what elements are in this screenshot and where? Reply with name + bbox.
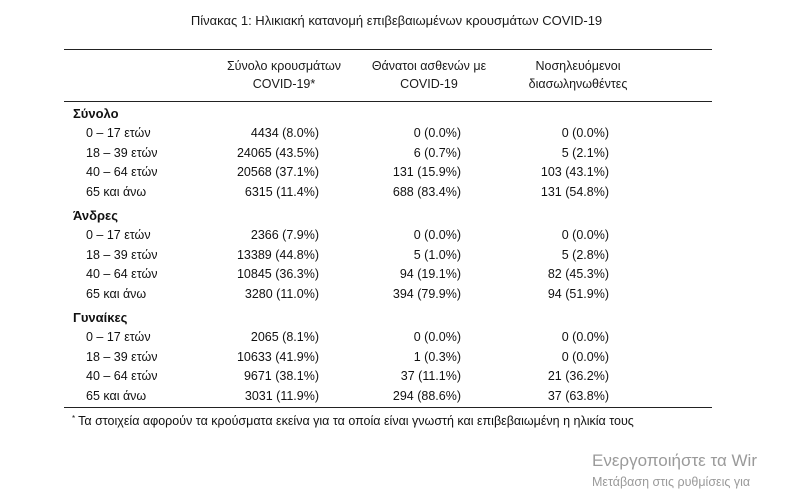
intubated-cell: 103 (43.1%) [540,165,609,179]
total-cases-cell: 9671 (38.1%) [243,369,319,383]
age-label: 18 – 39 ετών [86,145,158,160]
total-cases-cell: 10845 (36.3%) [236,267,319,281]
table-row: 0 – 17 ετών 2366 (7.9%) 0 (0.0%) 0 (0.0%… [64,226,712,246]
intubated-cell: 5 (2.8%) [561,247,609,262]
column-header-total-cases-line2: COVID-19* [252,77,316,91]
table-row: 65 και άνω 3031 (11.9%) 294 (88.6%) 37 (… [64,387,712,407]
age-label: 18 – 39 ετών [86,349,158,364]
deaths-cell: 5 (1.0%) [413,247,461,262]
column-header-deaths-line2: COVID-19 [400,77,458,91]
table-row: 40 – 64 ετών 9671 (38.1%) 37 (11.1%) 21 … [64,367,712,387]
intubated-cell: 5 (2.1%) [561,145,609,160]
deaths-cell: 688 (83.4%) [392,184,461,199]
table-row: 18 – 39 ετών 10633 (41.9%) 1 (0.3%) 0 (0… [64,348,712,368]
table-row: 65 και άνω 3280 (11.0%) 394 (79.9%) 94 (… [64,285,712,305]
column-header-deaths: Θάνατοι ασθενών με COVID-19 [361,57,497,93]
total-cases-cell: 6315 (11.4%) [244,184,319,199]
group-women: Γυναίκες 0 – 17 ετών 2065 (8.1%) 0 (0.0%… [64,308,712,406]
table-row: 40 – 64 ετών 10845 (36.3%) 94 (19.1%) 82… [64,265,712,285]
age-label: 40 – 64 ετών [86,267,158,281]
deaths-cell: 131 (15.9%) [392,165,461,179]
age-label: 18 – 39 ετών [86,247,158,262]
total-cases-cell: 3031 (11.9%) [244,388,319,403]
total-cases-cell: 10633 (41.9%) [236,349,319,364]
column-header-intubated-line2: διασωληνωθέντες [528,77,628,91]
table-bottom-rule [64,407,712,408]
intubated-cell: 0 (0.0%) [561,330,609,344]
activation-watermark: Ενεργοποιήστε τα Wir Μετάβαση στις ρυθμί… [592,450,793,491]
watermark-subtitle: Μετάβαση στις ρυθμίσεις για [592,475,751,489]
total-cases-cell: 3280 (11.0%) [244,286,319,301]
age-label: 40 – 64 ετών [86,369,158,383]
deaths-cell: 37 (11.1%) [400,369,461,383]
intubated-cell: 0 (0.0%) [561,228,609,242]
intubated-cell: 0 (0.0%) [561,349,609,364]
total-cases-cell: 13389 (44.8%) [236,247,319,262]
footnote-text: Τα στοιχεία αφορούν τα κρούσματα εκείνα … [78,414,634,428]
table-row: 0 – 17 ετών 4434 (8.0%) 0 (0.0%) 0 (0.0%… [64,124,712,144]
intubated-cell: 37 (63.8%) [547,388,609,403]
column-header-total-cases-line1: Σύνολο κρουσμάτων [226,59,342,73]
age-label: 65 και άνω [86,286,147,301]
deaths-cell: 1 (0.3%) [413,349,461,364]
deaths-cell: 0 (0.0%) [413,126,461,140]
deaths-cell: 94 (19.1%) [399,267,461,281]
age-label: 0 – 17 ετών [86,330,151,344]
group-total: Σύνολο 0 – 17 ετών 4434 (8.0%) 0 (0.0%) … [64,104,712,202]
column-header-total-cases: Σύνολο κρουσμάτων COVID-19* [205,57,363,93]
total-cases-cell: 2366 (7.9%) [250,228,319,242]
total-cases-cell: 2065 (8.1%) [250,330,319,344]
total-cases-cell: 20568 (37.1%) [236,165,319,179]
age-label: 0 – 17 ετών [86,126,151,140]
age-label: 40 – 64 ετών [86,165,158,179]
intubated-cell: 94 (51.9%) [547,286,609,301]
table-header-rule [64,101,712,102]
group-title: Άνδρες [73,208,118,223]
column-header-deaths-line1: Θάνατοι ασθενών με [371,59,487,73]
age-label: 65 και άνω [86,388,147,403]
column-header-intubated-line1: Νοσηλευόμενοι [535,59,621,73]
total-cases-cell: 24065 (43.5%) [236,145,319,160]
total-cases-cell: 4434 (8.0%) [250,126,319,140]
age-label: 65 και άνω [86,184,147,199]
footnote-marker: * [72,414,76,423]
table-row: 0 – 17 ετών 2065 (8.1%) 0 (0.0%) 0 (0.0%… [64,328,712,348]
table-body: Σύνολο 0 – 17 ετών 4434 (8.0%) 0 (0.0%) … [64,104,712,406]
table-footnote: * Τα στοιχεία αφορούν τα κρούσματα εκείνα… [72,414,634,428]
table-caption: Πίνακας 1: Ηλικιακή κατανομή επιβεβαιωμέ… [190,13,603,28]
table-row: 18 – 39 ετών 13389 (44.8%) 5 (1.0%) 5 (2… [64,246,712,266]
table-row: 65 και άνω 6315 (11.4%) 688 (83.4%) 131 … [64,183,712,203]
deaths-cell: 0 (0.0%) [413,330,461,344]
group-title: Γυναίκες [73,310,128,325]
age-label: 0 – 17 ετών [86,228,151,242]
group-title: Σύνολο [73,106,119,121]
deaths-cell: 0 (0.0%) [413,228,461,242]
column-header-intubated: Νοσηλευόμενοι διασωληνωθέντες [508,57,648,93]
deaths-cell: 294 (88.6%) [392,388,461,403]
intubated-cell: 0 (0.0%) [561,126,609,140]
group-men: Άνδρες 0 – 17 ετών 2366 (7.9%) 0 (0.0%) … [64,206,712,304]
table-row: 18 – 39 ετών 24065 (43.5%) 6 (0.7%) 5 (2… [64,144,712,164]
intubated-cell: 21 (36.2%) [547,369,609,383]
intubated-cell: 82 (45.3%) [547,267,609,281]
deaths-cell: 394 (79.9%) [392,286,461,301]
watermark-title: Ενεργοποιήστε τα Wir [592,451,757,470]
table-row: 40 – 64 ετών 20568 (37.1%) 131 (15.9%) 1… [64,163,712,183]
intubated-cell: 131 (54.8%) [540,184,609,199]
table-top-rule [64,49,712,50]
deaths-cell: 6 (0.7%) [413,145,461,160]
